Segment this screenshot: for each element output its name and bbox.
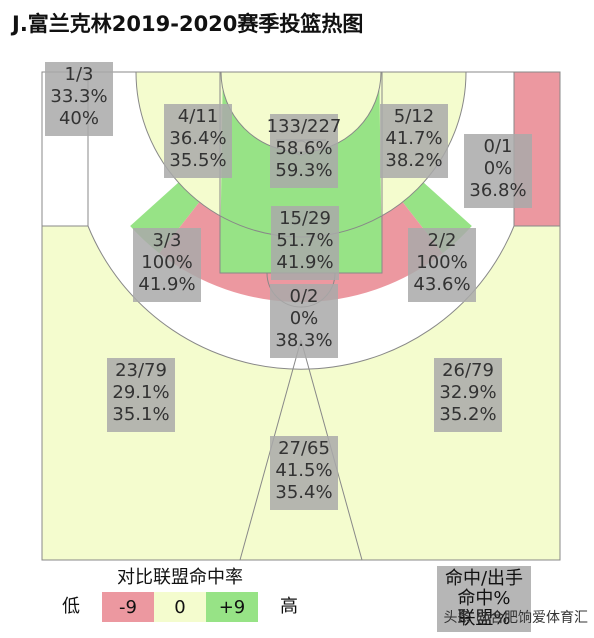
zone-value-1: 41.5% (275, 460, 332, 481)
zone-value-2: 35.5% (169, 150, 226, 171)
legend-key-box (437, 566, 531, 632)
zone-value-1: 58.6% (275, 138, 332, 159)
zone-value-1: 0% (484, 158, 513, 179)
watermark: 头条 @合肥饷爱体育汇 (444, 609, 588, 626)
zone-value-1: 33.3% (50, 86, 107, 107)
zone-value-2: 41.9% (138, 274, 195, 295)
zone-label-box (380, 104, 448, 178)
zone-restricted-area (221, 72, 381, 152)
zone-value-0: 26/79 (442, 360, 494, 381)
zone-label-box (270, 436, 338, 510)
zone-label-right-corner-3: 0/10%36.8% (464, 134, 532, 208)
zone-value-2: 41.9% (276, 252, 333, 273)
zone-value-0: 5/12 (394, 106, 434, 127)
zone-value-1: 29.1% (112, 382, 169, 403)
zone-value-0: 133/227 (267, 116, 342, 137)
legend-bin-label-2: +9 (219, 597, 246, 618)
court-border (41, 71, 561, 561)
zone-value-2: 36.8% (469, 180, 526, 201)
zone-value-1: 0% (290, 308, 319, 329)
chart-title: J.富兰克林2019-2020赛季投篮热图 (12, 12, 364, 36)
zone-label-left-corner-3: 1/333.3%40% (45, 62, 113, 136)
zone-value-1: 36.4% (169, 128, 226, 149)
zone-value-0: 23/79 (115, 360, 167, 381)
zone-label-box (464, 134, 532, 208)
zone-value-0: 3/3 (153, 230, 182, 251)
zone-label-box (408, 228, 476, 302)
zone-value-1: 41.7% (385, 128, 442, 149)
zone-value-0: 0/1 (484, 136, 513, 157)
legend-high-label: 高 (280, 596, 298, 617)
legend-bin-0 (102, 592, 154, 622)
legend-bin-1 (154, 592, 206, 622)
zone-label-box (434, 358, 502, 432)
zone-value-1: 51.7% (276, 230, 333, 251)
zone-value-0: 1/3 (65, 64, 94, 85)
zone-label-box (133, 228, 201, 302)
zone-label-box (270, 284, 338, 358)
zone-value-2: 35.4% (275, 482, 332, 503)
zone-value-0: 4/11 (178, 106, 218, 127)
legend-title: 对比联盟命中率 (117, 567, 243, 588)
zone-value-2: 40% (59, 108, 99, 129)
zone-label-top-key-mid: 0/20%38.3% (270, 284, 338, 358)
legend-low-label: 低 (62, 596, 80, 617)
zone-value-2: 35.1% (112, 404, 169, 425)
zone-value-2: 59.3% (275, 160, 332, 181)
zone-value-0: 2/2 (428, 230, 457, 251)
zone-value-2: 38.3% (275, 330, 332, 351)
legend-bin-2 (206, 592, 258, 622)
zone-label-box (107, 358, 175, 432)
zone-label-box (270, 114, 338, 188)
zone-value-0: 0/2 (290, 286, 319, 307)
legend-bin-label-1: 0 (174, 597, 185, 618)
zone-value-0: 15/29 (279, 208, 331, 229)
zone-value-1: 100% (141, 252, 192, 273)
zone-value-2: 35.2% (439, 404, 496, 425)
zone-right-wing-3 (301, 226, 560, 560)
zone-label-box (271, 206, 339, 280)
legend-key-line-0: 命中/出手 (445, 568, 523, 589)
zone-value-1: 32.9% (439, 382, 496, 403)
legend-key-line-1: 命中% (457, 588, 510, 609)
legend-bin-label-0: -9 (119, 597, 137, 618)
zone-value-1: 100% (416, 252, 467, 273)
zone-value-2: 38.2% (385, 150, 442, 171)
zone-value-0: 27/65 (278, 438, 330, 459)
zone-label-box (45, 62, 113, 136)
zone-value-2: 43.6% (413, 274, 470, 295)
zone-label-box (164, 104, 232, 178)
legend-key-line-2: 联盟% (457, 608, 510, 629)
